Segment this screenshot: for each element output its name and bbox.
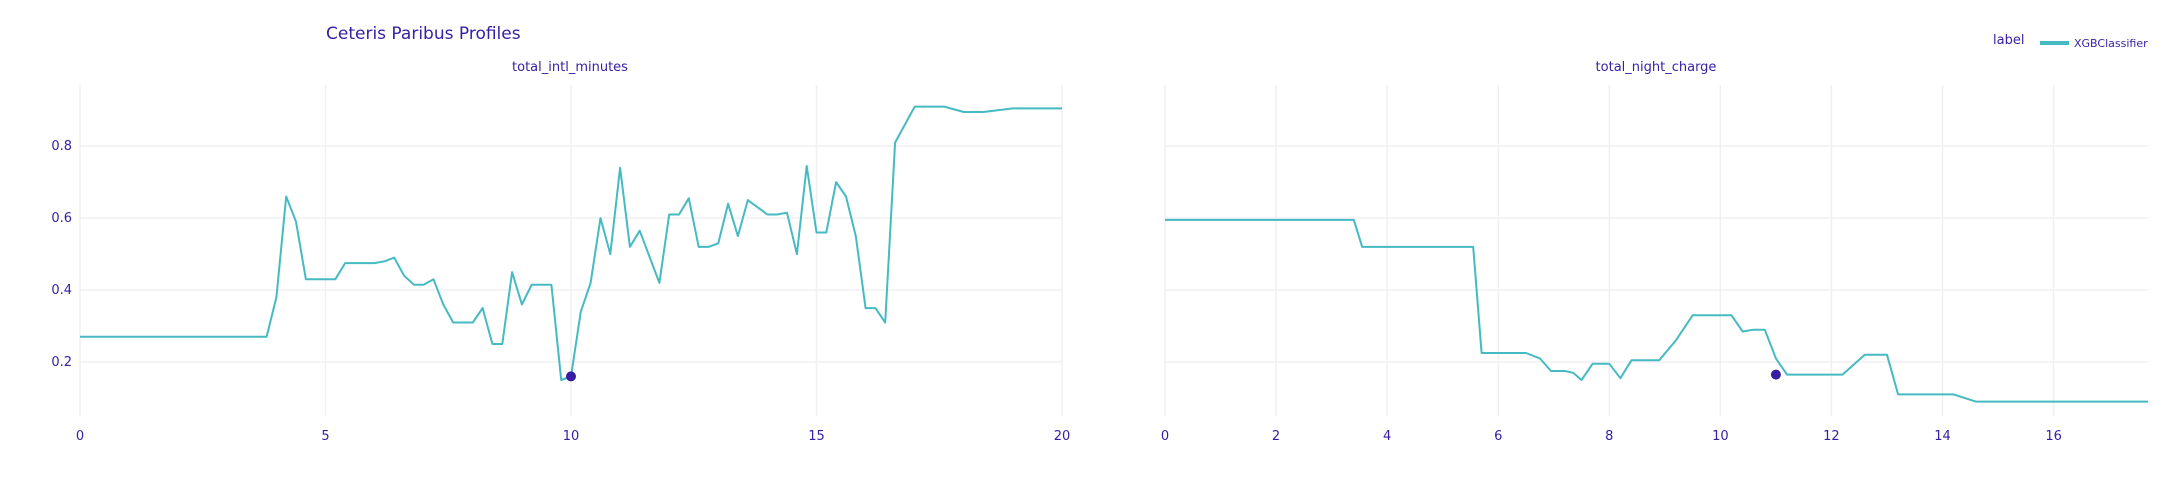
subplot-title-total-night-charge: total_night_charge bbox=[1596, 60, 1717, 75]
y-tick-label: 0.8 bbox=[51, 139, 72, 154]
gridlines bbox=[1164, 85, 2148, 416]
gridlines bbox=[79, 85, 1063, 416]
x-tick-label: 6 bbox=[1494, 429, 1502, 444]
x-tick-label: 15 bbox=[808, 429, 825, 444]
legend[interactable]: label XGBClassifier bbox=[1993, 33, 2148, 50]
panel-total-intl-minutes: total_intl_minutes 0 5 10 15 20 0.2 0.4 0.6 0.8 bbox=[51, 60, 1070, 444]
x-tick-label: 2 bbox=[1272, 429, 1280, 444]
x-tick-label: 14 bbox=[1934, 429, 1951, 444]
y-tick-label: 0.2 bbox=[51, 355, 72, 370]
x-tick-label: 10 bbox=[1712, 429, 1729, 444]
x-tick-label: 16 bbox=[2045, 429, 2062, 444]
x-tick-label: 0 bbox=[1161, 429, 1169, 444]
y-tick-label: 0.4 bbox=[51, 283, 72, 298]
subplot-title-total-intl-minutes: total_intl_minutes bbox=[512, 60, 628, 75]
x-tick-label: 0 bbox=[76, 429, 84, 444]
observation-point[interactable] bbox=[566, 371, 576, 382]
legend-label-xgbclassifier: XGBClassifier bbox=[2074, 37, 2148, 50]
x-tick-label: 10 bbox=[563, 429, 580, 444]
x-tick-label: 12 bbox=[1823, 429, 1840, 444]
observation-point[interactable] bbox=[1770, 369, 1781, 380]
legend-title: label bbox=[1993, 33, 2024, 48]
profile-line-xgbclassifier[interactable] bbox=[80, 105, 1062, 381]
x-tick-label: 8 bbox=[1605, 429, 1613, 444]
x-tick-label: 20 bbox=[1054, 429, 1071, 444]
profile-line-xgbclassifier[interactable] bbox=[1165, 218, 2148, 403]
panel-total-night-charge: total_night_charge 0 2 4 6 8 10 12 14 16 bbox=[1161, 60, 2148, 444]
y-tick-label: 0.6 bbox=[51, 211, 72, 226]
chart-title: Ceteris Paribus Profiles bbox=[326, 24, 521, 44]
x-tick-label: 4 bbox=[1383, 429, 1391, 444]
x-tick-label: 5 bbox=[321, 429, 329, 444]
